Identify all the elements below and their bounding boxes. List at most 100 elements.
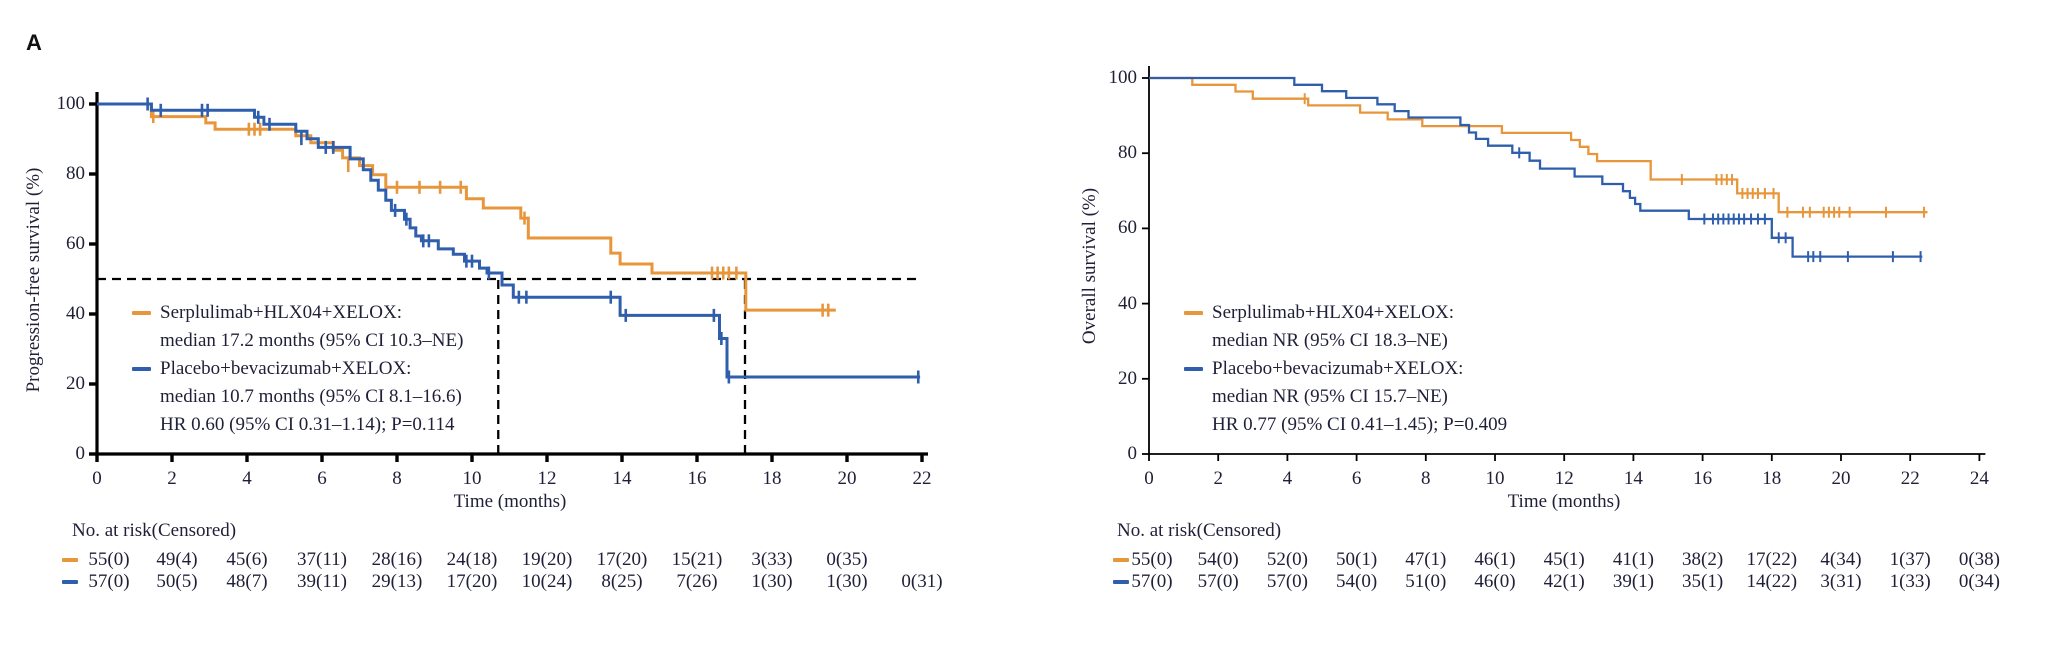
legend-label-serplulimab: Serplulimab+HLX04+XELOX: <box>160 302 403 323</box>
legend-hr-pvalue: HR 0.77 (95% CI 0.41–1.45); P=0.409 <box>1212 414 1508 435</box>
risk-count-cell: 3(31) <box>1820 571 1862 592</box>
x-tick-label: 6 <box>1351 468 1362 489</box>
y-tick-label: 100 <box>1108 67 1138 88</box>
x-tick-label: 2 <box>167 468 177 489</box>
risk-count-cell: 7(26) <box>676 571 718 592</box>
risk-count-cell: 57(0) <box>88 571 130 592</box>
risk-count-cell: 42(1) <box>1543 571 1585 592</box>
x-tick-label: 10 <box>462 468 482 489</box>
x-tick-label: 14 <box>612 468 632 489</box>
x-tick-label: 20 <box>1831 468 1851 489</box>
risk-row-key <box>62 558 78 562</box>
x-axis-title-pfs: Time (months) <box>453 491 567 512</box>
risk-count-cell: 0(34) <box>1958 571 2000 592</box>
risk-count-cell: 8(25) <box>601 571 643 592</box>
risk-count-cell: 14(22) <box>1746 571 1798 592</box>
x-tick-label: 0 <box>92 468 102 489</box>
legend-key-placebo-pfs <box>132 367 151 371</box>
risk-count-cell: 45(1) <box>1543 549 1585 570</box>
risk-count-cell: 1(30) <box>751 571 793 592</box>
y-tick-label: 40 <box>1118 292 1137 314</box>
risk-row-key <box>1113 558 1129 562</box>
legend-hr-pvalue: HR 0.60 (95% CI 0.31–1.14); P=0.114 <box>160 414 455 435</box>
risk-count-cell: 46(1) <box>1474 549 1516 570</box>
x-tick-label: 0 <box>1144 468 1154 489</box>
y-tick-label: 100 <box>56 93 86 114</box>
x-tick-label: 12 <box>537 468 557 489</box>
risk-count-cell: 57(0) <box>1197 571 1239 592</box>
risk-count-cell: 17(20) <box>596 549 648 570</box>
legend-median-serplulimab: median 17.2 months (95% CI 10.3–NE) <box>160 330 464 351</box>
risk-count-cell: 35(1) <box>1682 571 1724 592</box>
y-axis-title-pfs: Progression-free survival (%) <box>23 167 44 393</box>
risk-count-cell: 37(11) <box>297 549 347 570</box>
x-tick-label: 18 <box>762 468 782 489</box>
risk-count-cell: 1(30) <box>826 571 868 592</box>
y-axis-title-os: Overall survival (%) <box>1079 187 1100 345</box>
risk-count-cell: 38(2) <box>1682 549 1724 570</box>
risk-count-cell: 3(33) <box>751 549 793 570</box>
risk-table-header-os: No. at risk(Censored) <box>1117 520 1282 541</box>
risk-count-cell: 51(0) <box>1405 571 1447 592</box>
risk-count-cell: 41(1) <box>1612 549 1654 570</box>
risk-count-cell: 19(20) <box>521 549 573 570</box>
risk-count-cell: 49(4) <box>156 549 198 570</box>
x-tick-label: 8 <box>1421 468 1431 489</box>
x-tick-label: 10 <box>1485 468 1505 489</box>
x-tick-label: 18 <box>1762 468 1782 489</box>
legend-key-serplulimab-pfs <box>132 311 151 315</box>
risk-count-cell: 1(33) <box>1889 571 1931 592</box>
risk-count-cell: 57(0) <box>1131 571 1173 592</box>
risk-count-cell: 47(1) <box>1405 549 1447 570</box>
risk-count-cell: 17(22) <box>1746 549 1798 570</box>
risk-count-cell: 24(18) <box>446 549 498 570</box>
risk-count-cell: 0(38) <box>1958 549 2000 570</box>
x-axis-title-os: Time (months) <box>1507 491 1621 512</box>
risk-count-cell: 0(31) <box>901 571 943 592</box>
y-tick-label: 40 <box>66 303 85 324</box>
risk-count-cell: 54(0) <box>1336 571 1378 592</box>
y-tick-label: 20 <box>66 373 85 394</box>
y-tick-label: 80 <box>66 163 85 184</box>
risk-row-key <box>62 580 78 584</box>
risk-count-cell: 28(16) <box>371 549 423 570</box>
x-tick-label: 22 <box>1900 468 1920 489</box>
risk-count-cell: 46(0) <box>1474 571 1516 592</box>
x-tick-label: 12 <box>1554 468 1574 489</box>
risk-count-cell: 29(13) <box>371 571 423 592</box>
legend-key-placebo-os <box>1184 367 1203 371</box>
y-tick-label: 60 <box>66 233 85 254</box>
risk-count-cell: 17(20) <box>446 571 498 592</box>
y-tick-label: 0 <box>1127 443 1138 464</box>
panel-label: A <box>26 30 42 55</box>
x-tick-label: 4 <box>1282 468 1293 489</box>
x-tick-label: 6 <box>317 468 327 489</box>
risk-count-cell: 4(34) <box>1820 549 1862 570</box>
y-tick-label: 60 <box>1118 217 1137 239</box>
x-tick-label: 16 <box>687 468 707 489</box>
y-tick-label: 80 <box>1118 142 1137 164</box>
legend-key-serplulimab-os <box>1184 311 1203 315</box>
legend-os: Serplulimab+HLX04+XELOX: median NR (95% … <box>1212 299 1507 439</box>
risk-count-cell: 0(35) <box>826 549 868 570</box>
risk-count-cell: 52(0) <box>1266 549 1308 570</box>
legend-label-placebo: Placebo+bevacizumab+XELOX: <box>1212 358 1464 379</box>
risk-row-key <box>1113 580 1129 584</box>
risk-table-header-pfs: No. at risk(Censored) <box>72 520 237 541</box>
y-tick-label: 20 <box>1118 367 1137 389</box>
legend-median-placebo: median NR (95% CI 15.7–NE) <box>1212 386 1448 407</box>
x-tick-label: 24 <box>1969 468 1989 489</box>
risk-count-cell: 50(5) <box>156 571 198 592</box>
y-tick-label: 0 <box>75 443 86 464</box>
x-tick-label: 16 <box>1693 468 1713 489</box>
x-tick-label: 22 <box>912 468 932 489</box>
risk-count-cell: 48(7) <box>226 571 268 592</box>
risk-count-cell: 39(11) <box>297 571 347 592</box>
x-tick-label: 14 <box>1623 468 1643 489</box>
legend-label-serplulimab: Serplulimab+HLX04+XELOX: <box>1212 302 1455 323</box>
legend-label-placebo: Placebo+bevacizumab+XELOX: <box>160 358 412 379</box>
risk-count-cell: 39(1) <box>1612 571 1654 592</box>
risk-count-cell: 15(21) <box>671 549 723 570</box>
x-tick-label: 8 <box>392 468 402 489</box>
